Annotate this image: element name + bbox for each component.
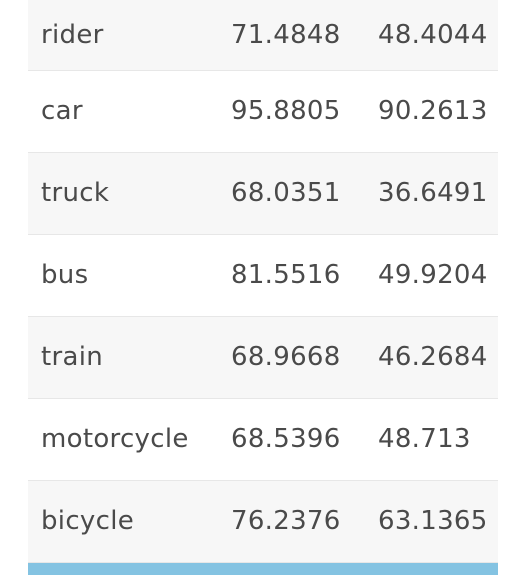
table-row: bicycle 76.2376 63.1365 xyxy=(28,480,498,562)
value-cell-2: 48.4044 xyxy=(378,19,488,50)
value-cell-2: 90.2613 xyxy=(378,96,488,126)
value-cell-1: 71.4848 xyxy=(231,19,341,50)
table-row: rider 71.4848 48.4044 xyxy=(28,0,498,70)
table-row: car 95.8805 90.2613 xyxy=(28,70,498,152)
class-name-cell: rider xyxy=(41,19,104,50)
value-cell-1: 95.8805 xyxy=(231,96,341,126)
value-cell-1: 68.0351 xyxy=(231,178,341,208)
results-table: rider 71.4848 48.4044 car 95.8805 90.261… xyxy=(28,0,498,563)
table-row: motorcycle 68.5396 48.713 xyxy=(28,398,498,480)
table-footer-bar xyxy=(28,563,498,575)
value-cell-1: 76.2376 xyxy=(231,506,341,536)
table-row: bus 81.5516 49.9204 xyxy=(28,234,498,316)
value-cell-1: 68.5396 xyxy=(231,424,341,454)
class-name-cell: car xyxy=(41,96,83,126)
table-row: train 68.9668 46.2684 xyxy=(28,316,498,398)
table-row: truck 68.0351 36.6491 xyxy=(28,152,498,234)
value-cell-2: 36.6491 xyxy=(378,178,488,208)
class-name-cell: train xyxy=(41,342,104,372)
value-cell-2: 63.1365 xyxy=(378,506,488,536)
class-name-cell: bus xyxy=(41,260,89,290)
value-cell-1: 68.9668 xyxy=(231,342,341,372)
value-cell-2: 48.713 xyxy=(378,424,471,454)
value-cell-2: 46.2684 xyxy=(378,342,488,372)
value-cell-2: 49.9204 xyxy=(378,260,488,290)
class-name-cell: motorcycle xyxy=(41,424,189,454)
class-name-cell: bicycle xyxy=(41,506,135,536)
results-table-container: rider 71.4848 48.4044 car 95.8805 90.261… xyxy=(28,0,498,563)
value-cell-1: 81.5516 xyxy=(231,260,341,290)
class-name-cell: truck xyxy=(41,178,110,208)
